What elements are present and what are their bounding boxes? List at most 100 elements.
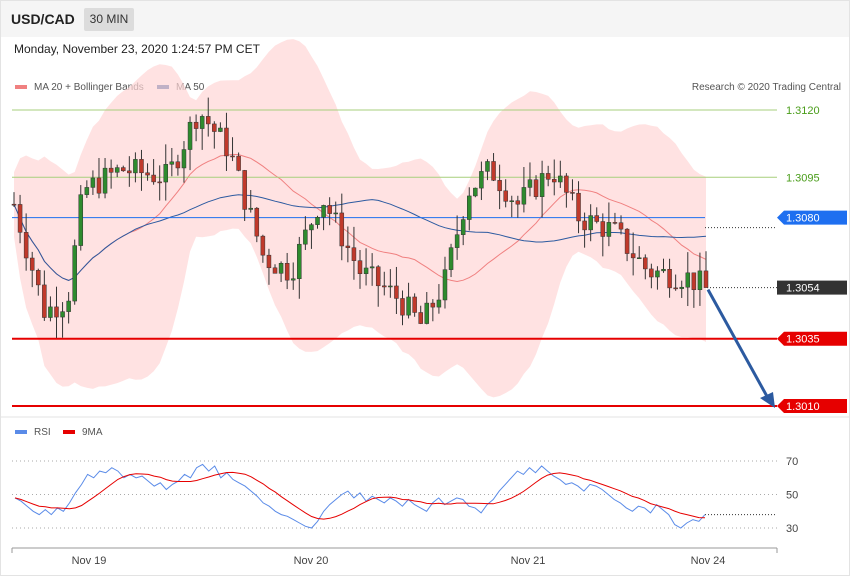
candle-body <box>473 187 478 197</box>
candle-body <box>193 121 199 129</box>
candle-body <box>23 232 29 259</box>
candle-body <box>673 287 678 290</box>
candle-body <box>630 253 636 259</box>
candle-body <box>612 222 618 224</box>
candle-body <box>375 266 381 287</box>
candle-body <box>242 170 247 210</box>
candle-body <box>564 175 569 193</box>
timestamp: Monday, November 23, 2020 1:24:57 PM CET <box>14 42 260 56</box>
candle-body <box>551 179 557 183</box>
candle-body <box>327 205 332 214</box>
candle-body <box>181 149 187 169</box>
rsi-legend-label: RSI <box>34 427 51 438</box>
candle-body <box>11 203 17 206</box>
rsi-legend-swatch <box>15 430 27 434</box>
candle-body <box>236 155 241 171</box>
candle-body <box>303 229 308 245</box>
candle-body <box>454 234 460 248</box>
support-tag <box>777 331 847 346</box>
ma20-legend-label: MA 20 + Bollinger Bands <box>34 82 144 93</box>
candle-body <box>29 257 35 271</box>
candle-body <box>84 187 90 195</box>
candle-body <box>388 285 393 288</box>
rsi-legend: RSI 9MA <box>15 427 103 438</box>
rsi-tick-label: 50 <box>786 490 798 502</box>
candle-body <box>90 177 96 188</box>
candle-body <box>345 245 351 248</box>
candle-body <box>521 187 527 205</box>
candle-body <box>205 116 211 125</box>
candle-body <box>649 268 654 278</box>
candle-body <box>133 159 138 174</box>
ma50-legend-label: MA 50 <box>176 82 205 93</box>
candle-body <box>667 268 672 289</box>
candle-body <box>78 194 84 246</box>
candle-body <box>436 299 442 308</box>
current-price-tag <box>777 280 847 295</box>
candle-body <box>424 302 430 324</box>
candle-body <box>400 298 405 316</box>
rsi-ma-legend-label: 9MA <box>82 427 103 438</box>
candle-body <box>618 222 624 230</box>
copyright-text: Research © 2020 Trading Central <box>692 82 841 93</box>
rsi-tick-label: 70 <box>786 456 798 468</box>
candle-body <box>570 192 575 194</box>
candle-body <box>606 222 612 237</box>
candle-body <box>369 266 375 269</box>
support-label: 1.3010 <box>786 401 820 413</box>
header-bar: USD/CAD 30 MIN <box>1 1 849 37</box>
candle-body <box>248 207 253 210</box>
candle-body <box>442 269 448 301</box>
candle-body <box>624 228 630 254</box>
candle-body <box>339 212 345 247</box>
candle-body <box>594 215 599 222</box>
current-price-label: 1.3054 <box>786 283 820 295</box>
candle-body <box>254 207 260 237</box>
candle-body <box>139 159 144 174</box>
time-axis-label: Nov 24 <box>691 555 726 567</box>
pivot-label: 1.3080 <box>786 213 820 225</box>
candle-body <box>545 173 551 180</box>
candle-body <box>509 200 515 202</box>
candle-body <box>127 170 132 174</box>
candle-body <box>351 247 357 261</box>
time-axis-label: Nov 19 <box>72 555 107 567</box>
candle-body <box>412 296 417 313</box>
candle-body <box>655 270 660 278</box>
candle-body <box>479 171 484 189</box>
candle-body <box>685 272 691 288</box>
candle-body <box>448 247 454 270</box>
candle-body <box>96 177 102 194</box>
candle-body <box>163 164 169 183</box>
candle-body <box>527 179 533 188</box>
rsi-panel: 70 50 30 <box>12 456 798 535</box>
candle-body <box>357 260 363 274</box>
candle-body <box>600 221 606 237</box>
candle-body <box>321 205 326 218</box>
candle-body <box>114 167 120 173</box>
candle-body <box>199 116 205 129</box>
candle-body <box>230 155 235 158</box>
time-axis-label: Nov 21 <box>511 555 546 567</box>
candle-body <box>497 180 502 192</box>
candle-body <box>272 267 278 274</box>
pivot-tag <box>777 210 847 225</box>
candle-body <box>297 243 302 279</box>
candle-body <box>643 257 648 270</box>
candle-body <box>467 195 472 220</box>
candle-body <box>108 167 114 173</box>
candle-body <box>266 254 272 269</box>
forecast-arrow-head <box>760 392 775 408</box>
candle-body <box>636 257 642 260</box>
candle-body <box>17 204 23 233</box>
candle-body <box>175 161 181 169</box>
candle-body <box>121 167 126 172</box>
forecast-arrow <box>706 288 775 408</box>
candle-body <box>485 161 490 172</box>
candle-body <box>697 270 703 291</box>
timeframe-button[interactable]: 30 MIN <box>84 8 134 31</box>
resistance-label: 1.3120 <box>786 105 820 117</box>
candle-body <box>48 306 53 318</box>
rsi-tick-label: 30 <box>786 523 798 535</box>
candle-body <box>224 127 229 157</box>
